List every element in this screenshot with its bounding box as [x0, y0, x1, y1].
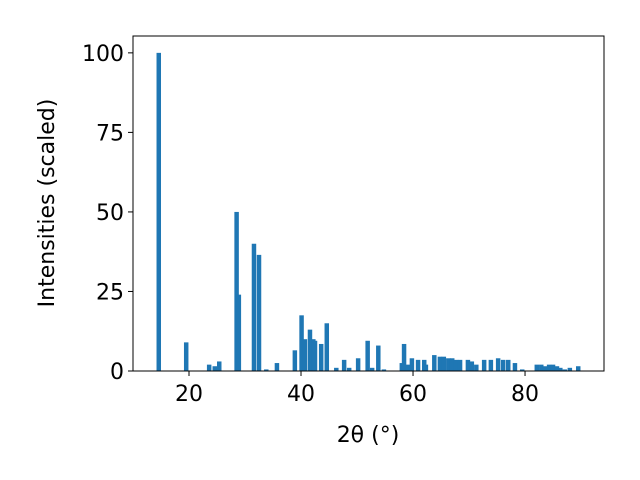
bar — [292, 350, 298, 371]
bar — [369, 367, 375, 371]
bar — [446, 358, 451, 371]
bar — [183, 342, 189, 371]
y-tick-label: 0 — [110, 360, 124, 385]
plot-frame — [132, 35, 605, 372]
y-tick-label: 50 — [96, 201, 124, 226]
bar — [312, 340, 318, 371]
bar — [469, 361, 475, 371]
y-tick-label: 25 — [96, 280, 124, 305]
bar — [457, 359, 463, 371]
bar — [307, 329, 313, 371]
bar — [539, 364, 544, 371]
bar — [432, 355, 437, 371]
bar — [437, 356, 443, 371]
bar — [505, 359, 511, 371]
bar — [512, 363, 518, 371]
bar — [453, 359, 459, 371]
bar — [488, 359, 494, 371]
bar — [341, 359, 347, 371]
bar — [376, 345, 381, 371]
y-axis-label: Intensities (scaled) — [35, 99, 60, 308]
bar — [423, 364, 429, 371]
bar — [554, 366, 560, 371]
bar — [546, 364, 552, 371]
bar — [251, 243, 257, 371]
bar — [449, 358, 455, 371]
bar — [575, 366, 581, 371]
bar — [318, 343, 324, 371]
bar — [415, 359, 421, 371]
bar — [156, 52, 162, 371]
bar — [334, 367, 339, 371]
bar — [550, 364, 556, 371]
x-tick-label: 60 — [399, 382, 427, 407]
bar — [481, 359, 487, 371]
bar — [441, 356, 447, 371]
bar — [405, 364, 411, 371]
x-tick-label: 20 — [175, 382, 203, 407]
bar — [558, 367, 563, 371]
bar — [346, 367, 352, 371]
bar — [519, 369, 525, 371]
bar — [299, 315, 304, 371]
bar — [365, 340, 370, 371]
bar — [567, 367, 573, 371]
y-tick-label: 75 — [96, 121, 124, 146]
bar — [212, 366, 218, 371]
bar — [274, 363, 280, 371]
bar — [324, 323, 330, 371]
bar — [256, 254, 262, 371]
bar — [534, 364, 540, 371]
bar — [302, 339, 308, 371]
bar — [217, 361, 222, 371]
bar — [234, 211, 239, 371]
bar — [465, 359, 471, 371]
bar — [264, 369, 269, 371]
bar — [206, 364, 212, 371]
bar — [495, 358, 501, 371]
x-tick-label: 40 — [287, 382, 315, 407]
x-tick-label: 80 — [511, 382, 539, 407]
bar — [236, 294, 242, 371]
bar — [542, 366, 548, 371]
bar — [409, 358, 415, 371]
bar — [474, 364, 479, 371]
bar — [562, 369, 568, 371]
bar — [381, 369, 387, 371]
y-tick-label: 100 — [82, 42, 124, 67]
x-axis-label: 2θ (°) — [337, 423, 400, 448]
bar — [401, 343, 407, 371]
bar — [500, 359, 506, 371]
bar — [355, 358, 361, 371]
